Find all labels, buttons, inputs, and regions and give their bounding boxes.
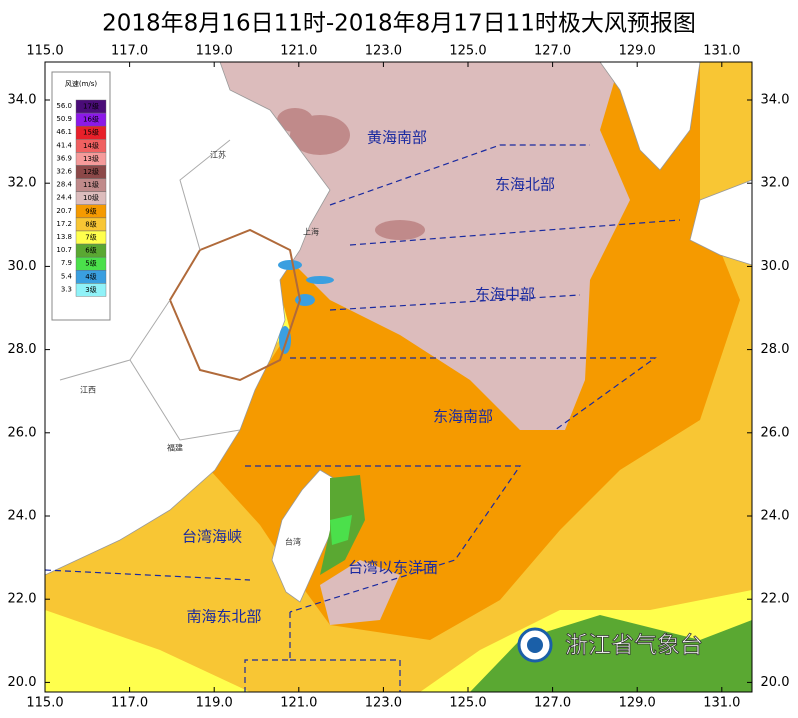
legend-swatch <box>75 283 107 297</box>
lon-label: 117.0 <box>111 44 148 59</box>
lon-label: 127.0 <box>534 696 571 711</box>
lat-label: 20.0 <box>761 675 790 690</box>
lon-label: 123.0 <box>365 696 402 711</box>
legend-speed: 10.7 <box>56 246 72 254</box>
legend-speed: 28.4 <box>56 181 72 189</box>
legend-level: 17级 <box>83 102 99 111</box>
lat-label: 24.0 <box>761 509 790 524</box>
place-label: 台湾 <box>285 537 301 547</box>
lon-label: 131.0 <box>703 44 740 59</box>
place-label: 福建 <box>167 443 183 453</box>
legend-level: 8级 <box>85 219 96 228</box>
lat-label: 34.0 <box>8 93 37 108</box>
legend-speed: 41.4 <box>56 141 72 149</box>
lat-label: 24.0 <box>8 509 37 524</box>
agency-name: 浙江省气象台 <box>565 633 703 659</box>
lat-label: 22.0 <box>761 592 790 607</box>
legend-speed: 20.7 <box>56 207 72 215</box>
lon-label: 123.0 <box>365 44 402 59</box>
wind-zone-11 <box>375 220 425 240</box>
lat-label: 34.0 <box>761 93 790 108</box>
lat-label: 26.0 <box>761 425 790 440</box>
legend-speed: 50.9 <box>56 115 72 123</box>
map-title: 2018年8月16日11时-2018年8月17日11时极大风预报图 <box>102 11 696 37</box>
legend-speed: 32.6 <box>56 168 72 176</box>
place-label: 上海 <box>303 227 319 237</box>
wind-zone-6 <box>330 515 352 545</box>
land-japan <box>689 179 753 266</box>
legend-level: 13级 <box>83 154 99 163</box>
legend-speed: 5.4 <box>61 272 73 280</box>
province-boundary <box>59 139 241 441</box>
lon-label: 121.0 <box>280 44 317 59</box>
lon-label: 119.0 <box>196 696 233 711</box>
lat-label: 26.0 <box>8 425 37 440</box>
land-mainland <box>44 61 331 576</box>
sea-region-label: 黄海南部 <box>367 129 427 147</box>
legend-level: 11级 <box>83 180 99 189</box>
legend-speed: 36.9 <box>56 154 72 162</box>
legend-level: 3级 <box>85 285 96 294</box>
lat-label: 22.0 <box>8 592 37 607</box>
place-label: 江西 <box>80 386 96 395</box>
legend-level: 9级 <box>85 206 96 215</box>
lon-label: 125.0 <box>449 44 486 59</box>
legend-level: 15级 <box>83 128 99 137</box>
lat-label: 32.0 <box>761 176 790 191</box>
lon-label: 129.0 <box>619 44 656 59</box>
lat-label: 28.0 <box>8 342 37 357</box>
lon-label: 125.0 <box>449 696 486 711</box>
sea-region-label: 东海北部 <box>495 176 555 194</box>
lon-label: 131.0 <box>703 696 740 711</box>
legend-speed: 24.4 <box>56 194 72 202</box>
sea-region-label: 东海南部 <box>433 408 493 426</box>
wind-zone-11 <box>277 108 313 132</box>
lon-label: 117.0 <box>111 696 148 711</box>
legend-speed: 46.1 <box>56 128 72 136</box>
sea-zone-boundary <box>44 144 681 692</box>
legend-level: 10级 <box>83 193 99 202</box>
legend-speed: 7.9 <box>61 259 72 267</box>
lat-label: 30.0 <box>8 259 37 274</box>
lon-label: 115.0 <box>26 696 63 711</box>
lat-label: 28.0 <box>761 342 790 357</box>
province-boundary <box>168 228 302 382</box>
lat-label: 20.0 <box>8 675 37 690</box>
sea-region-label: 东海中部 <box>475 286 535 304</box>
legend-level: 6级 <box>85 246 96 255</box>
lat-label: 32.0 <box>8 176 37 191</box>
legend-level: 7级 <box>85 233 96 242</box>
legend-speed: 13.8 <box>56 233 72 241</box>
legend-level: 12级 <box>83 167 99 176</box>
agency-logo-core <box>527 637 543 653</box>
lon-label: 127.0 <box>534 44 571 59</box>
legend-level: 5级 <box>85 259 96 268</box>
lon-label: 115.0 <box>26 44 63 59</box>
lon-label: 129.0 <box>619 696 656 711</box>
legend-title: 风速(m/s) <box>65 80 98 88</box>
sea-region-label: 南海东北部 <box>186 608 261 626</box>
lon-label: 119.0 <box>196 44 233 59</box>
legend-speed: 56.0 <box>56 102 72 110</box>
place-label: 江苏 <box>210 150 226 160</box>
legend-speed: 17.2 <box>56 220 72 228</box>
map-frame <box>44 61 753 693</box>
lon-label: 121.0 <box>280 696 317 711</box>
legend-level: 16级 <box>83 115 99 124</box>
sea-region-label: 台湾以东洋面 <box>348 559 438 577</box>
lat-label: 30.0 <box>761 259 790 274</box>
sea-region-label: 台湾海峡 <box>182 528 242 546</box>
wind-zone-10 <box>320 560 400 625</box>
legend-speed: 3.3 <box>61 285 72 293</box>
legend-level: 4级 <box>85 272 96 281</box>
coastal-water <box>306 276 334 284</box>
coastal-water <box>278 260 302 270</box>
legend-level: 14级 <box>83 141 99 150</box>
